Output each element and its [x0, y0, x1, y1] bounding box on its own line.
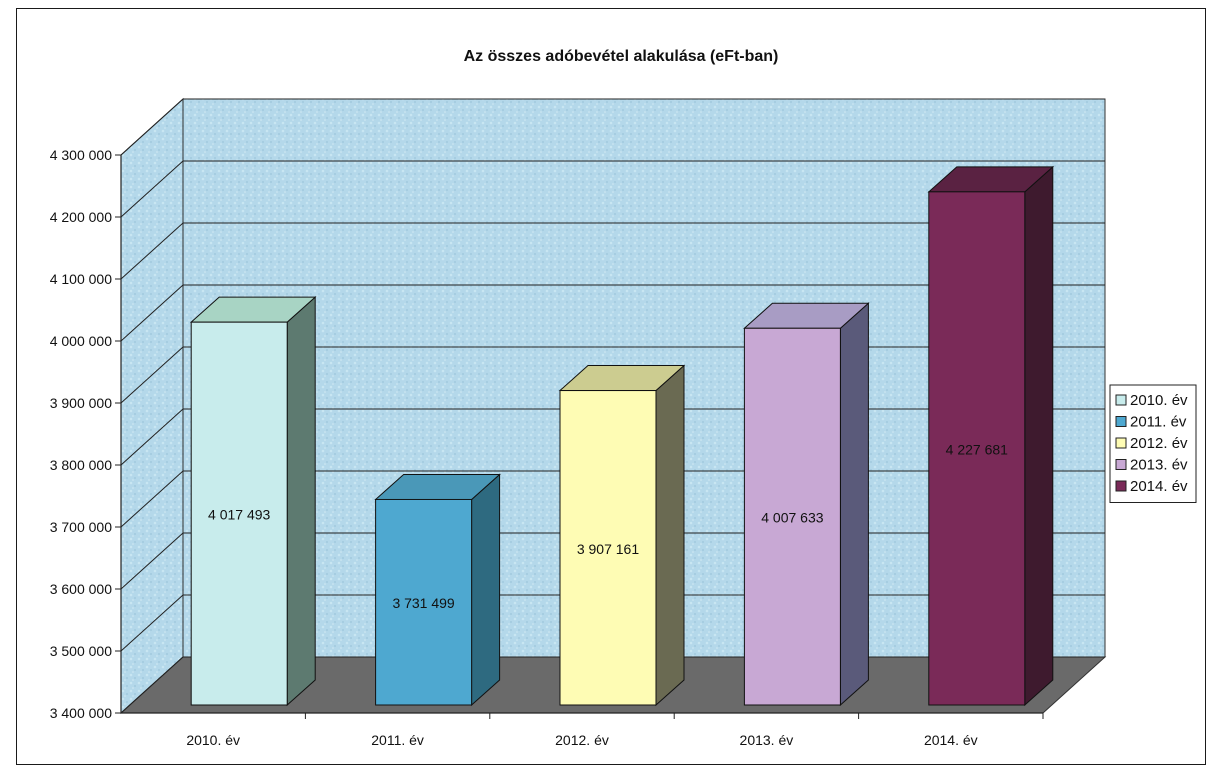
x-tick-label: 2011. év: [371, 732, 424, 748]
bar-side: [839, 302, 869, 707]
x-tick-label: 2014. év: [924, 732, 978, 748]
x-tick-label: 2013. év: [740, 732, 794, 748]
bar-group: 3 731 499: [374, 473, 501, 707]
gridline-side: [120, 656, 184, 714]
bar: [559, 390, 657, 706]
data-label: 4 017 493: [208, 507, 270, 523]
bar: [190, 321, 288, 706]
gridline-side: [120, 222, 184, 280]
gridline-side: [120, 346, 184, 404]
bar: [928, 191, 1026, 706]
bar-side: [471, 473, 501, 707]
y-tick-label: 3 700 000: [50, 519, 112, 535]
legend-label: 2012. év: [1130, 435, 1188, 452]
bar-side: [286, 296, 316, 707]
x-tick-label: 2010. év: [186, 732, 240, 748]
legend-label: 2014. év: [1130, 478, 1188, 495]
y-tick-label: 3 800 000: [50, 457, 112, 473]
bar-side: [655, 364, 685, 707]
gridline-side: [120, 470, 184, 528]
gridline-side: [120, 594, 184, 652]
y-tick-label: 4 100 000: [50, 271, 112, 287]
bar-group: 4 227 681: [927, 165, 1055, 707]
legend-swatch: [1115, 437, 1127, 449]
legend: 2010. év 2011. év 2012. év 2013. év 2014. év: [1109, 384, 1197, 503]
legend-label: 2010. év: [1130, 392, 1188, 409]
legend-label: 2011. év: [1130, 414, 1187, 431]
plot-area: 3 400 000 3 500 000 3 600 000 3 700 000 3 80…: [50, 97, 1107, 748]
legend-swatch: [1115, 480, 1127, 492]
bar: [375, 498, 473, 706]
bar-side: [1024, 165, 1054, 707]
x-tick-label: 2012. év: [555, 732, 609, 748]
y-tick-label: 4 200 000: [50, 209, 112, 225]
gridline-side: [120, 532, 184, 590]
y-tick-label: 4 300 000: [50, 147, 112, 163]
chart-title: Az összes adóbevétel alakulása (eFt-ban): [464, 48, 779, 65]
chart-frame: Az összes adóbevétel alakulása (eFt-ban)…: [16, 8, 1206, 765]
bar-group: 3 907 161: [558, 364, 686, 707]
y-tick-label: 4 000 000: [50, 333, 112, 349]
bar-group: 4 017 493: [189, 296, 317, 707]
data-label: 3 907 161: [577, 541, 639, 557]
y-tick-label: 3 600 000: [50, 581, 112, 597]
legend-swatch: [1115, 459, 1127, 470]
y-tick-label: 3 900 000: [50, 395, 112, 411]
bar: [743, 327, 841, 706]
gridline-side: [120, 98, 184, 156]
y-tick-label: 3 500 000: [50, 643, 112, 659]
data-label: 4 227 681: [946, 441, 1008, 457]
gridline-side: [120, 160, 184, 218]
legend-swatch: [1115, 416, 1127, 427]
legend-label: 2013. év: [1130, 457, 1188, 474]
gridline-side: [120, 408, 184, 466]
data-label: 4 007 633: [761, 510, 823, 526]
y-tick-label: 3 400 000: [50, 705, 112, 721]
gridline-side: [120, 284, 184, 342]
data-label: 3 731 499: [392, 595, 454, 611]
bar-chart: Az összes adóbevétel alakulása (eFt-ban)…: [50, 48, 1197, 748]
legend-swatch: [1115, 394, 1127, 406]
bar-group: 4 007 633: [743, 302, 870, 707]
side-wall: [120, 97, 184, 715]
